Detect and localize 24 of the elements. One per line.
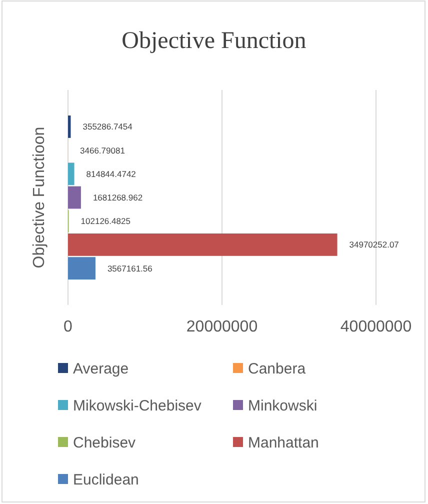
data-label: 1681268.962 xyxy=(92,192,143,202)
data-label: 102126.4825 xyxy=(80,216,131,226)
bar xyxy=(68,233,338,256)
x-tick-label: 40000000 xyxy=(340,318,412,336)
x-tick-label: 0 xyxy=(64,318,73,336)
bar xyxy=(68,162,74,186)
legend-label: Manhattan xyxy=(248,434,319,452)
data-label: 355286.7454 xyxy=(82,122,133,132)
legend-label: Minkowski xyxy=(248,397,318,414)
chart-title: Objective Function xyxy=(122,28,306,54)
data-label: 814844.4742 xyxy=(86,168,136,179)
x-tick-label: 20000000 xyxy=(186,318,258,336)
legend-label: Canbera xyxy=(248,360,306,378)
bar xyxy=(68,186,81,209)
legend-label: Average xyxy=(73,360,129,378)
bar xyxy=(68,116,71,138)
data-label: 34970252.07 xyxy=(349,240,400,250)
legend-label: Euclidean xyxy=(73,471,139,488)
legend-label: Mikowski-Chebisev xyxy=(73,397,202,414)
data-label: 3567161.56 xyxy=(107,263,153,274)
legend-label: Chebisev xyxy=(73,434,136,452)
y-axis-title: Objective Functioon xyxy=(31,126,48,268)
bar xyxy=(68,257,96,280)
data-label: 3466.79081 xyxy=(80,145,126,156)
